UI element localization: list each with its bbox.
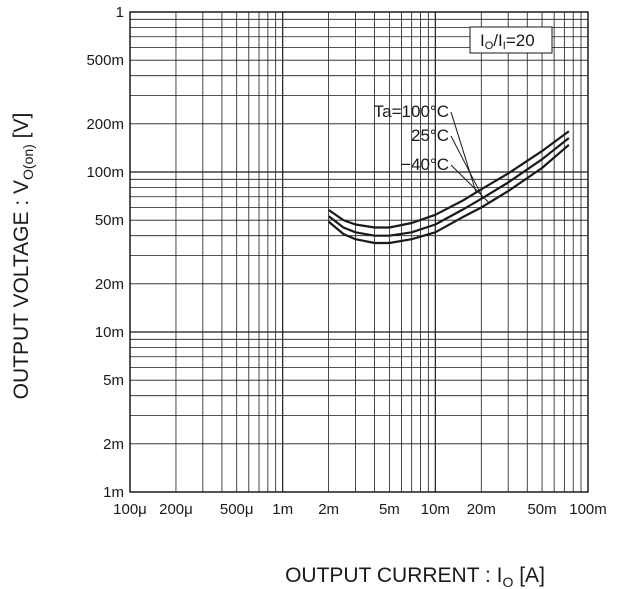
y-tick-label: 20m [95, 276, 124, 293]
x-tick-label: 10m [421, 501, 450, 518]
y-tick-label: 100m [86, 164, 124, 181]
series-line-0 [327, 130, 570, 229]
label-leader-2 [450, 164, 490, 204]
x-tick-label: 100m [569, 501, 607, 518]
condition-box: IO/II=20 [469, 26, 553, 54]
y-tick-label: 1m [103, 484, 124, 501]
x-tick-label: 20m [467, 501, 496, 518]
label-leader-0 [450, 111, 477, 193]
series-group [327, 130, 570, 245]
x-tick-label: 500μ [220, 501, 254, 518]
series-labels: Ta=100°C 25°C −40°C [374, 102, 449, 174]
y-tick-label: 5m [103, 372, 124, 389]
series-label-1: 25°C [411, 126, 449, 145]
y-tick-labels: 1 500m 200m 100m 50m 20m 10m 5m 2m 1m [86, 4, 124, 501]
x-tick-label: 200μ [159, 501, 193, 518]
series-label-2: −40°C [401, 155, 449, 174]
series-label-0: Ta=100°C [374, 102, 449, 121]
y-tick-label: 2m [103, 436, 124, 453]
y-axis-title: OUTPUT VOLTAGE : VO(on) [V] [10, 113, 36, 400]
condition-label: IO/II=20 [480, 31, 535, 52]
series-line-2 [327, 143, 570, 245]
y-tick-label: 500m [86, 52, 124, 69]
x-tick-label: 100μ [113, 501, 147, 518]
x-tick-label: 50m [527, 501, 556, 518]
y-tick-label: 200m [86, 116, 124, 133]
x-tick-label: 5m [379, 501, 400, 518]
x-tick-labels: 100μ 200μ 500μ 1m 2m 5m 10m 20m 50m 100m [113, 501, 607, 518]
plot-frame [129, 11, 589, 493]
label-leader-1 [450, 135, 484, 199]
label-leaders [450, 111, 490, 204]
x-tick-label: 1m [272, 501, 293, 518]
grid [130, 12, 588, 492]
y-tick-label: 1 [116, 4, 124, 21]
x-axis-title: OUTPUT CURRENT : IO [A] [285, 564, 545, 589]
series-line-1 [327, 137, 570, 237]
y-tick-label: 50m [95, 212, 124, 229]
x-tick-label: 2m [318, 501, 339, 518]
y-tick-label: 10m [95, 324, 124, 341]
